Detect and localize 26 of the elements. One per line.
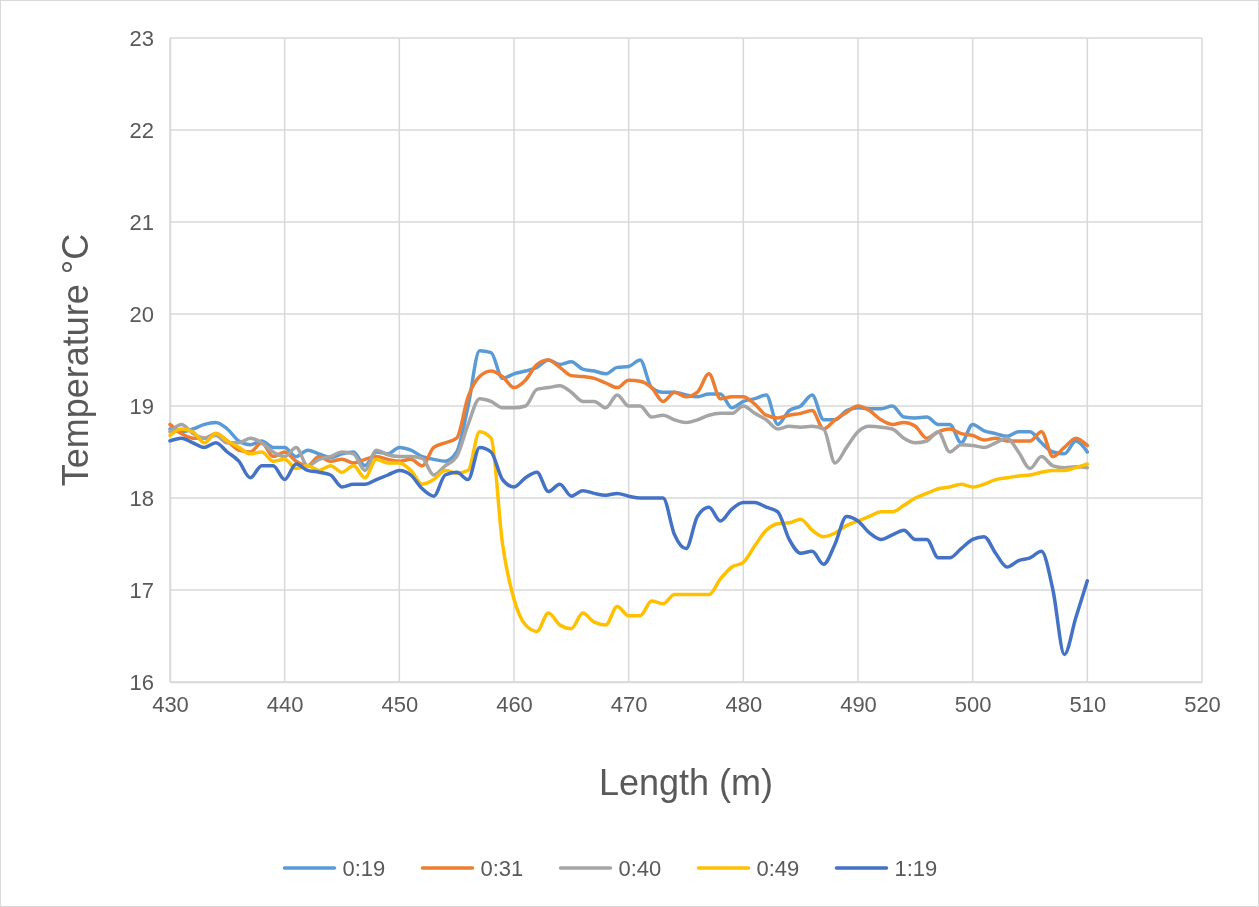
x-tick-label: 460 (496, 691, 533, 717)
y-axis-title: Temperature °C (55, 233, 96, 487)
y-tick-label: 16 (129, 669, 154, 695)
x-tick-label: 430 (152, 691, 189, 717)
x-tick-label: 490 (840, 691, 877, 717)
legend-label: 1:19 (894, 856, 938, 881)
x-tick-label: 510 (1069, 691, 1107, 717)
legend-label: 0:40 (618, 856, 662, 881)
x-tick-label: 520 (1184, 691, 1221, 717)
x-tick-label: 480 (725, 691, 763, 717)
line-series (168, 384, 1090, 477)
legend-label: 0:31 (480, 856, 524, 881)
y-tick-label: 19 (129, 393, 154, 419)
legend-label: 0:49 (756, 856, 800, 881)
y-tick-label: 17 (129, 577, 154, 603)
x-tick-label: 450 (381, 691, 419, 717)
x-tick-label: 500 (954, 691, 992, 717)
y-tick-label: 22 (129, 117, 154, 143)
y-tick-label: 21 (129, 209, 154, 235)
legend-label: 0:19 (342, 856, 386, 881)
y-tick-label: 23 (129, 25, 154, 51)
y-tick-label: 20 (129, 301, 154, 327)
x-tick-label: 440 (266, 691, 304, 717)
y-tick-label: 18 (129, 485, 154, 511)
x-axis-title: Length (m) (598, 762, 774, 803)
x-tick-label: 470 (610, 691, 648, 717)
